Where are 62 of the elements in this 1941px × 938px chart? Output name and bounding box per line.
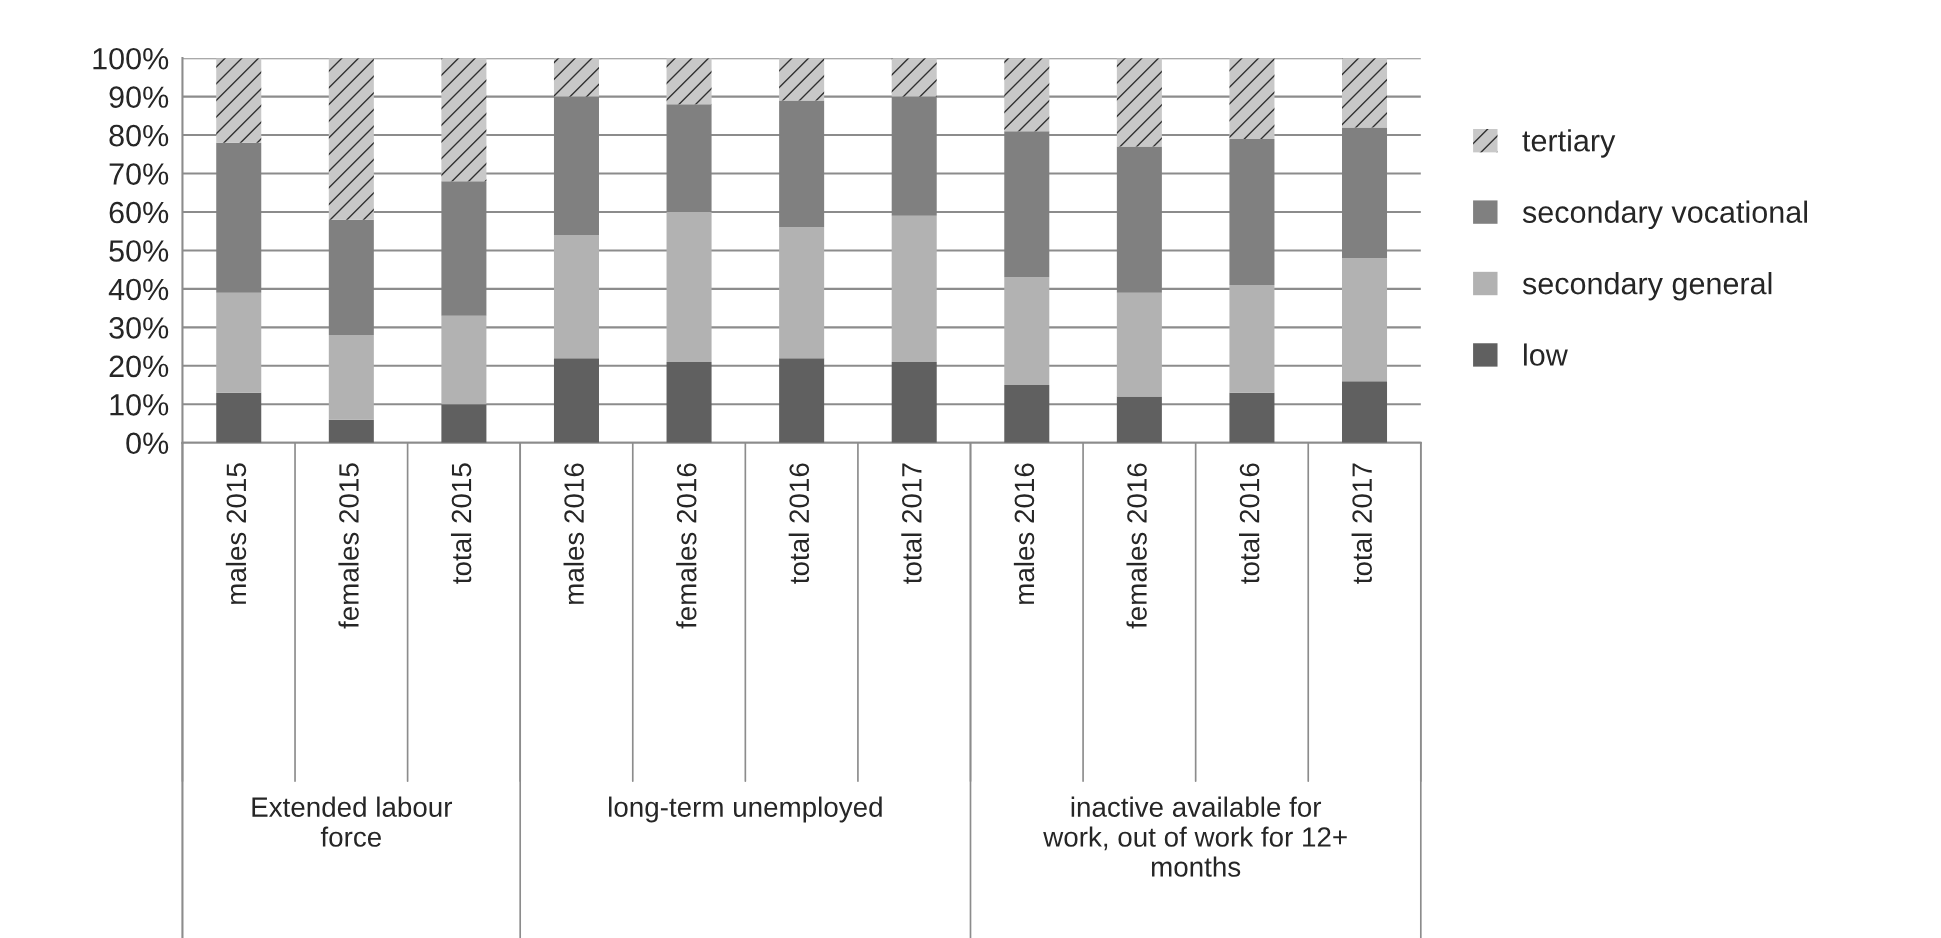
x-tick-label: total 2017 xyxy=(1351,463,1372,584)
bar xyxy=(1004,58,1050,132)
x-tick-label: total 2016 xyxy=(788,463,810,584)
bar xyxy=(666,211,712,362)
text: Extended labour force xyxy=(252,796,453,847)
bar xyxy=(1342,58,1388,128)
y-tick-label: 20% xyxy=(109,355,169,378)
bar xyxy=(779,358,825,443)
x-tick-label: females 2016 xyxy=(676,463,697,629)
bar xyxy=(666,361,712,443)
bar xyxy=(1116,396,1162,443)
y-tick-label: 80% xyxy=(109,124,169,147)
bar xyxy=(779,58,825,101)
bar xyxy=(891,361,937,443)
bar xyxy=(1004,385,1050,443)
bar xyxy=(441,58,487,182)
bar xyxy=(441,404,487,443)
y-tick-label: 40% xyxy=(108,278,169,301)
y-tick-label: 100% xyxy=(93,47,169,70)
bar xyxy=(328,335,374,420)
x-tick-label: females 2016 xyxy=(1126,463,1147,629)
x-tick-label: males 2016 xyxy=(1013,463,1035,604)
x-tick-label: total 2016 xyxy=(1239,463,1260,584)
text: inactive available for work, out of work for 12+ months xyxy=(1043,796,1347,877)
bar xyxy=(553,58,599,97)
bar xyxy=(216,58,262,143)
bar xyxy=(1004,277,1050,386)
bar xyxy=(553,235,599,359)
bar xyxy=(891,58,937,97)
bar xyxy=(1229,58,1275,139)
text: long-term unemployed xyxy=(609,796,882,823)
bar xyxy=(1229,285,1275,393)
bar xyxy=(1116,292,1162,397)
bar xyxy=(779,227,825,359)
legend-label: tertiary xyxy=(1522,129,1616,158)
y-tick-label: 30% xyxy=(109,317,169,339)
bar xyxy=(553,358,599,443)
bar xyxy=(328,58,374,220)
x-tick-label: males 2015 xyxy=(225,463,247,604)
legend-label: secondary vocational xyxy=(1522,200,1807,230)
bar xyxy=(216,292,262,393)
bar xyxy=(1116,58,1162,147)
bar xyxy=(1229,392,1275,443)
bar xyxy=(328,419,374,443)
y-tick-label: 70% xyxy=(109,163,169,185)
y-tick-label: 90% xyxy=(109,86,169,108)
bar xyxy=(891,215,937,362)
y-tick-label: 60% xyxy=(109,201,169,224)
y-tick-label: 0% xyxy=(126,432,169,455)
legend-label: low xyxy=(1524,343,1568,366)
x-tick-label: total 2017 xyxy=(901,463,922,584)
bar xyxy=(441,315,487,405)
x-tick-label: males 2016 xyxy=(563,463,584,604)
x-tick-label: total 2015 xyxy=(450,463,472,584)
bar xyxy=(216,392,262,443)
x-tick-label: females 2015 xyxy=(338,463,359,629)
y-tick-label: 10% xyxy=(110,394,169,416)
bar xyxy=(666,58,712,105)
legend-label: secondary general xyxy=(1522,272,1772,301)
y-tick-label: 50% xyxy=(109,240,169,262)
bar xyxy=(1342,258,1388,382)
bar xyxy=(1342,381,1388,443)
